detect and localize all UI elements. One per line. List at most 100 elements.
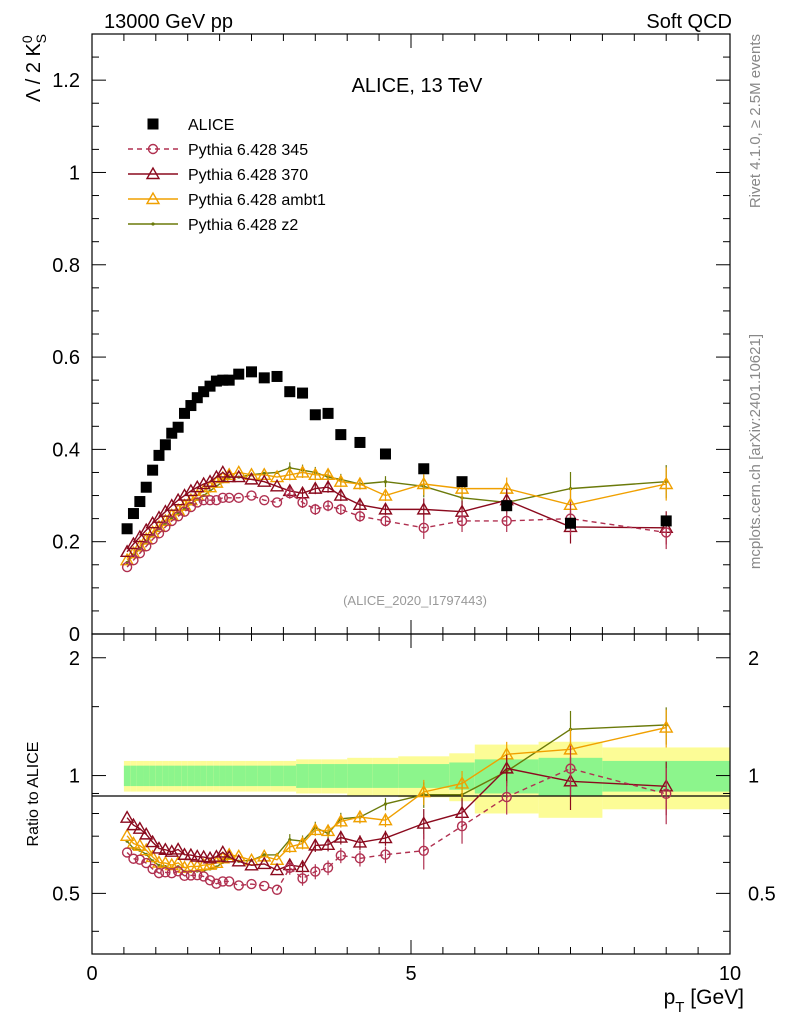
data-point: [233, 492, 244, 504]
ratio-band-inner: [213, 765, 220, 787]
ratio-point: [456, 820, 468, 832]
ratio-y-tick-label: 2: [69, 648, 80, 670]
ratio-point: [354, 853, 366, 864]
ratio-point: [295, 859, 310, 873]
data-point: [153, 449, 165, 461]
ratio-panel-frame: [91, 633, 731, 955]
data-point: [147, 534, 158, 545]
data-point: [221, 469, 237, 483]
legend-marker: [145, 191, 161, 205]
data-point: [204, 494, 216, 506]
ratio-point: [119, 810, 135, 823]
ratio-point: [244, 857, 259, 871]
data-point: [192, 497, 203, 508]
y-tick-label: 0: [69, 624, 80, 646]
ratio-point: [658, 720, 674, 733]
ratio-point: [333, 830, 349, 843]
legend-marker: [147, 118, 159, 130]
data-point: [210, 375, 222, 387]
ratio-point: [166, 867, 177, 879]
data-point: [126, 536, 141, 550]
ratio-point: [121, 847, 133, 858]
data-point: [501, 500, 513, 512]
data-point: [565, 517, 576, 529]
ratio-band-inner: [270, 765, 284, 787]
ratio-point: [661, 788, 672, 800]
legend-label: Pythia 6.428 345: [188, 142, 308, 159]
legend-marker: [145, 166, 161, 180]
ratio-point: [322, 862, 334, 873]
data-point: [121, 561, 133, 573]
ratio-point: [221, 847, 237, 861]
data-point: [160, 521, 171, 533]
data-point: [352, 497, 368, 510]
ratio-band-inner: [123, 765, 131, 787]
ratio-point: [383, 802, 388, 806]
ratio-point: [209, 849, 224, 862]
ratio-point: [333, 813, 349, 827]
ratio-point: [271, 884, 283, 895]
ratio-band-inner: [219, 765, 226, 787]
header-right: Soft QCD: [646, 11, 732, 33]
data-point: [456, 476, 468, 488]
x-tick-label: 10: [719, 963, 741, 985]
ratio-point: [284, 862, 295, 874]
data-point: [310, 504, 321, 515]
data-point: [418, 463, 430, 475]
legend-label: Pythia 6.428 z2: [188, 217, 298, 234]
ratio-point: [196, 849, 211, 863]
data-point: [196, 476, 211, 490]
ratio-y-tick-label: 1: [69, 766, 80, 788]
ratio-point: [501, 791, 512, 803]
data-point: [380, 515, 391, 527]
data-point: [333, 474, 349, 487]
data-point: [190, 479, 205, 493]
data-point: [217, 492, 228, 504]
data-point: [271, 497, 283, 508]
ratio-band-inner: [181, 765, 188, 787]
data-point: [139, 531, 154, 545]
main-y-axis-label: Λ / 2 K0S: [19, 34, 49, 102]
ratio-band-inner: [225, 765, 233, 787]
ratio-y-tick-label-right: 0.5: [748, 883, 776, 905]
ratio-band-inner: [334, 764, 348, 788]
legend-label: Pythia 6.428 370: [188, 167, 308, 184]
x-tick-label: 0: [86, 963, 97, 985]
ratio-band-inner: [174, 765, 182, 787]
data-point: [132, 529, 148, 543]
data-point: [211, 494, 222, 506]
y-tick-label: 0.6: [52, 347, 80, 369]
y-tick-label: 0.2: [52, 532, 80, 554]
data-point: [127, 508, 139, 520]
ratio-point: [378, 812, 393, 826]
ratio-point: [145, 849, 160, 863]
data-point: [215, 465, 230, 478]
data-point: [383, 480, 388, 484]
data-point: [183, 483, 199, 497]
y-tick-label: 1.2: [52, 70, 80, 92]
ratio-point: [416, 816, 431, 829]
ratio-point: [418, 845, 429, 856]
data-point: [191, 392, 203, 404]
data-point: [297, 387, 309, 399]
data-point: [151, 519, 167, 533]
data-point: [269, 478, 285, 492]
ratio-point: [192, 869, 203, 881]
data-point: [454, 481, 470, 494]
ratio-uncertainty-bands: [123, 741, 730, 818]
ratio-band-inner: [200, 765, 207, 787]
data-point: [153, 528, 165, 539]
data-point: [141, 541, 152, 552]
ratio-point: [257, 848, 272, 862]
data-point: [320, 479, 336, 493]
data-point: [379, 448, 391, 460]
ratio-point: [257, 856, 272, 870]
data-point: [456, 515, 468, 527]
data-point: [185, 400, 197, 412]
data-point: [134, 496, 146, 508]
data-point: [322, 500, 334, 511]
ratio-point: [499, 760, 514, 774]
ratio-point: [215, 844, 230, 858]
ratio-band-inner: [232, 765, 246, 787]
